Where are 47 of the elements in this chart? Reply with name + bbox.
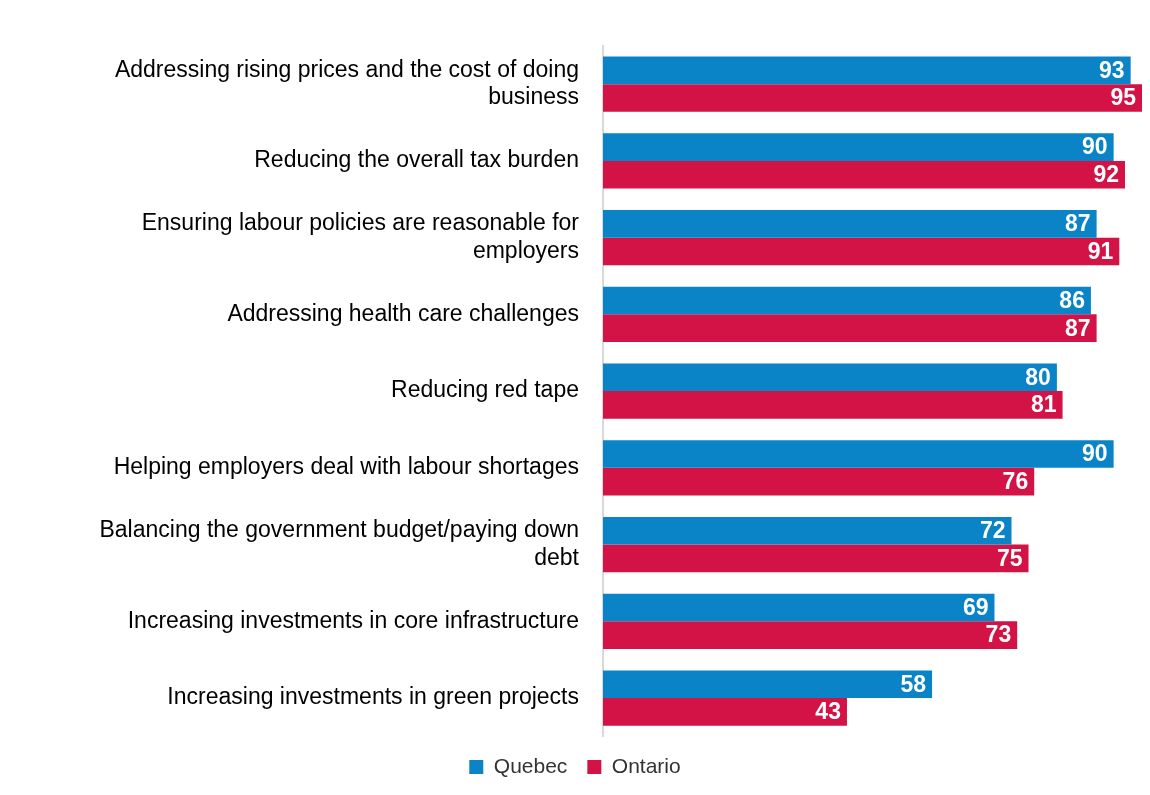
bar: [603, 593, 995, 622]
bar: [603, 314, 1097, 342]
y-tick-label: Helping employers deal with labour shortages: [113, 453, 579, 480]
data-label: 87: [1065, 314, 1091, 341]
legend-label: Ontario: [611, 753, 681, 777]
bar: [603, 237, 1120, 266]
bar: [603, 391, 1063, 419]
bar: [603, 440, 1114, 468]
data-label: 91: [1087, 237, 1114, 264]
data-label: 75: [996, 544, 1023, 571]
data-label: 73: [985, 621, 1012, 648]
bar: [603, 698, 847, 726]
bar: [603, 516, 1012, 545]
data-label: 90: [1082, 133, 1108, 160]
bar: [603, 621, 1018, 649]
data-label: 87: [1065, 210, 1091, 237]
bar: [603, 363, 1057, 392]
y-tick-label: Increasing investments in core infrastructure: [127, 606, 579, 633]
data-label: 86: [1059, 286, 1085, 313]
y-tick-label: Addressing health care challenges: [227, 299, 579, 326]
data-label: 43: [815, 698, 841, 725]
bar: [603, 670, 933, 699]
y-tick-label: Increasing investments in green projects: [167, 683, 579, 710]
bar: [603, 210, 1097, 238]
data-label: 80: [1025, 363, 1051, 390]
bar: [603, 84, 1142, 112]
y-tick-label: Reducing the overall tax burden: [254, 146, 579, 173]
data-label: 72: [979, 517, 1006, 544]
bar: [603, 56, 1131, 85]
bar: [603, 160, 1125, 189]
data-label: 76: [1002, 467, 1029, 494]
y-tick-label: Balancing the government budget/paying down debt: [99, 516, 580, 570]
data-label: 58: [900, 670, 927, 697]
legend-label: Quebec: [493, 753, 568, 777]
bar: [603, 467, 1035, 496]
y-tick-label: Addressing rising prices and the cost of doing business: [114, 55, 579, 110]
data-label: 81: [1030, 391, 1057, 418]
bar: [603, 133, 1114, 161]
y-tick-label: Reducing red tape: [391, 376, 579, 403]
bar: [603, 286, 1091, 315]
data-label: 90: [1082, 440, 1108, 467]
bar: [603, 544, 1029, 573]
data-label: 69: [962, 593, 989, 620]
data-label: 93: [1099, 56, 1125, 83]
data-label: 95: [1110, 84, 1137, 111]
data-label: 92: [1093, 161, 1119, 188]
y-tick-label: Ensuring labour policies are reasonable for employers: [141, 209, 580, 263]
